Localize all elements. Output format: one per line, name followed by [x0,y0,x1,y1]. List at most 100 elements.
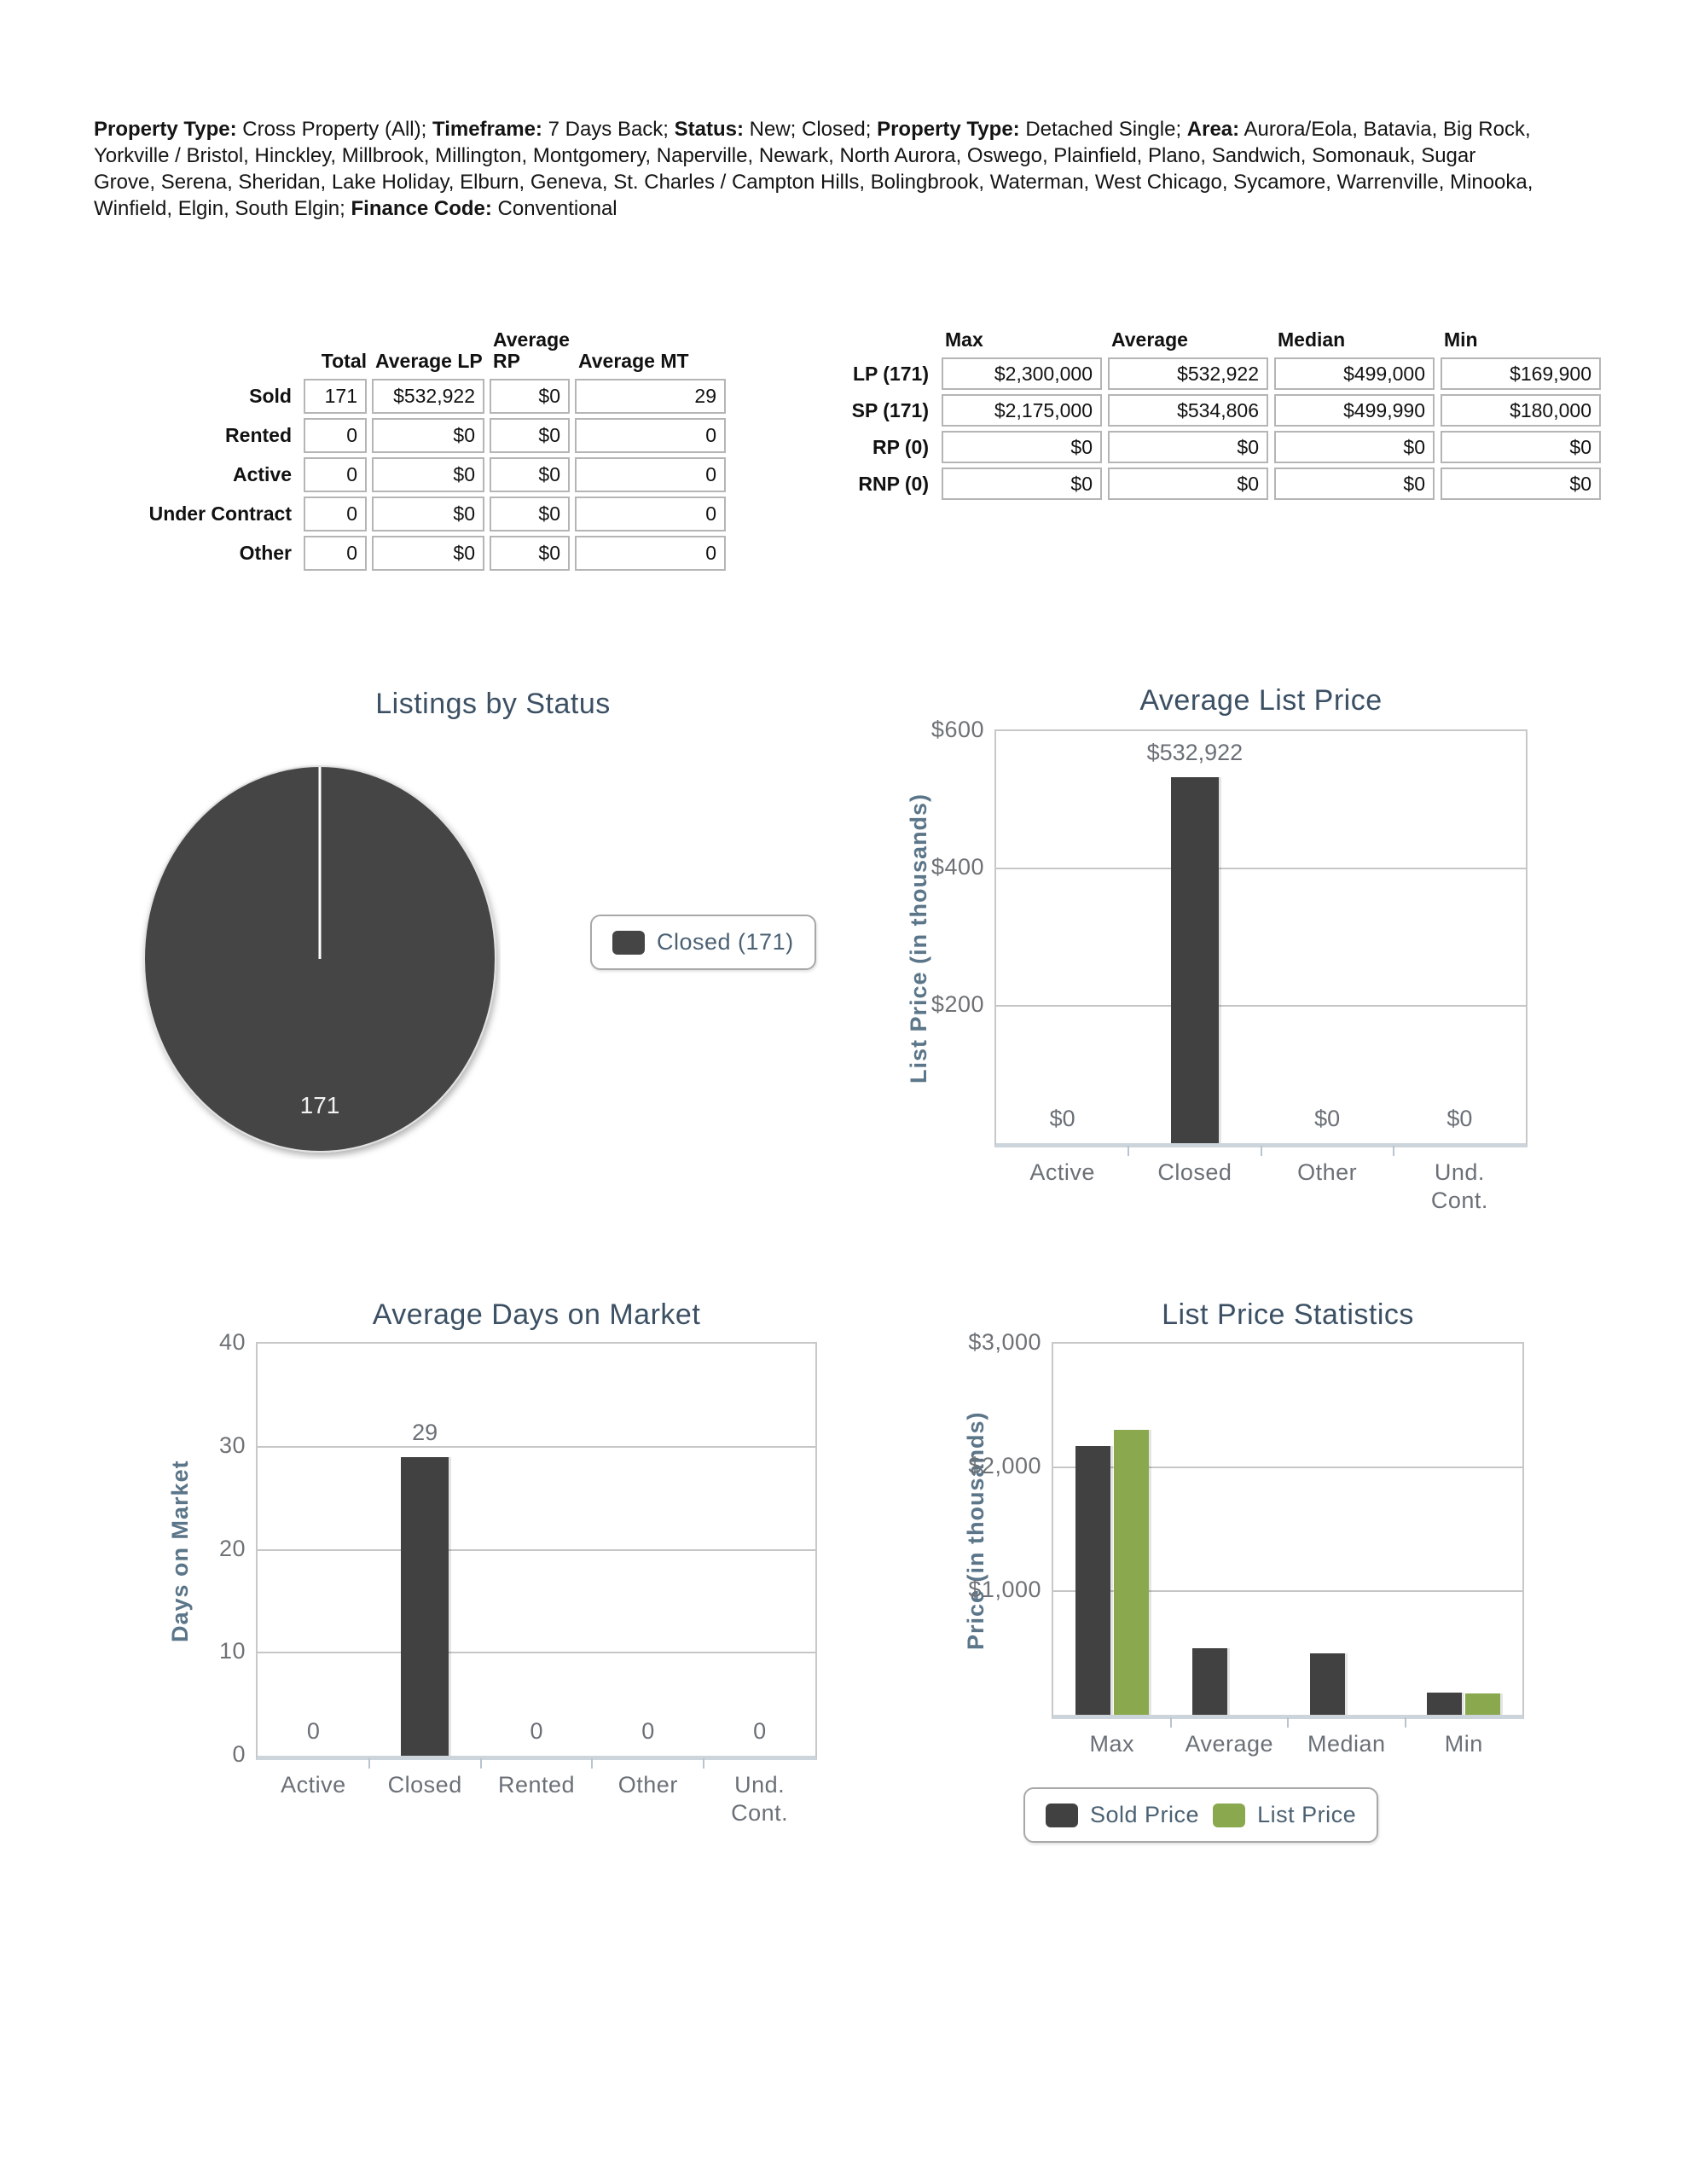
row-label: RNP (0) [858,473,929,495]
column-header: Average [1111,328,1188,351]
table-cell: 0 [304,497,367,531]
x-category-label: Median [1307,1731,1386,1757]
x-category-label: Min [1444,1731,1483,1757]
y-tick-label: $600 [930,717,984,742]
sold-price-swatch [1046,1803,1078,1827]
x-category-label: Active [281,1772,346,1798]
y-tick-label: 0 [232,1741,246,1767]
gridline [258,1548,815,1551]
bar-value-label: $0 [1314,1106,1341,1131]
y-tick-label: $2,000 [968,1453,1041,1478]
y-tick-label: 20 [218,1535,246,1561]
sold-price-bar [1427,1693,1463,1715]
y-tick-label: 30 [218,1432,246,1458]
table-cell: 0 [575,497,726,531]
table-cell: $0 [1108,431,1268,463]
table-cell: $0 [1274,431,1435,463]
x-axis-tick [1169,1717,1172,1728]
legend-entry: Sold Price [1046,1802,1199,1828]
table-cell: $0 [1274,468,1435,500]
column-header: Average RP [493,328,570,372]
criteria-field-label: Property Type: [877,118,1020,141]
column-header: Total [321,350,367,372]
row-label: SP (171) [851,399,929,421]
avg-dom-title: Average Days on Market [372,1298,701,1331]
bar-value-label: 0 [641,1718,655,1744]
table-cell: $0 [1108,468,1268,500]
sold-price-bar [1075,1446,1110,1715]
gridline [1053,1467,1522,1468]
x-category-label: Und. Cont. [1430,1159,1488,1213]
x-axis-tick [1287,1717,1289,1728]
x-axis-tick [1404,1717,1406,1728]
table-cell: $0 [942,468,1102,500]
table-cell: $0 [1441,431,1601,463]
table-corner-cell [94,372,299,375]
table-cell: $2,175,000 [942,394,1102,427]
list-price-stats-y-axis-label: Price (in thousands) [963,1411,988,1650]
y-tick-label: $400 [930,854,984,880]
table-cell: $532,922 [372,379,484,414]
gridline [996,868,1526,869]
column-header: Min [1444,328,1478,351]
criteria-field-label: Timeframe: [432,118,542,141]
column-header: Average MT [578,350,689,372]
table-cell: $0 [490,379,570,414]
criteria-field-value: New; Closed; [744,118,878,141]
closed-series-swatch [612,930,645,955]
gridline [258,1652,815,1654]
y-tick-label: 40 [218,1329,246,1355]
pie-slice-value-label: 171 [300,1092,340,1118]
table-cell: 0 [575,418,726,453]
criteria-field-label: Finance Code: [351,197,492,220]
criteria-field-value: Detached Single; [1019,118,1187,141]
row-label: RP (0) [872,436,929,458]
y-tick-label: 10 [218,1638,246,1664]
x-axis-tick [591,1758,594,1769]
table-cell: 171 [304,379,367,414]
criteria-field-label: Property Type: [94,118,237,141]
column-header: Median [1278,328,1346,351]
bar [1170,777,1219,1143]
table-cell: $0 [372,536,484,571]
bar-value-label: 0 [753,1718,767,1744]
list-price-swatch [1213,1803,1246,1827]
table-cell: 0 [304,418,367,453]
row-label: Other [239,542,292,564]
x-axis-tick [1128,1146,1130,1156]
x-axis-tick [1260,1146,1262,1156]
x-category-label: Rented [497,1772,576,1798]
y-tick-label: $200 [930,991,984,1017]
price-summary-table: Max Average Median Min LP (171) $2,300,000 $53… [823,329,1601,500]
legend-entry: List Price [1213,1802,1356,1828]
legend-label: Sold Price [1090,1802,1200,1827]
sold-price-bar [1309,1653,1345,1715]
table-cell: $169,900 [1441,357,1601,390]
row-label: Under Contract [148,502,292,525]
pie-chart-title: Listings by Status [375,688,611,720]
list-price-stats-title: List Price Statistics [1162,1298,1414,1331]
y-tick-label: $1,000 [968,1577,1041,1602]
table-cell: $0 [1441,468,1601,500]
gridline [258,1445,815,1448]
table-cell: $0 [490,418,570,453]
legend-entry: Closed (171) [612,929,794,956]
row-label: LP (171) [852,363,929,385]
x-category-label: Other [617,1772,678,1798]
row-label: Active [232,463,292,485]
criteria-field-value: 7 Days Back; [542,118,675,141]
table-cell: $534,806 [1108,394,1268,427]
bar-value-label: 0 [530,1718,543,1744]
row-label: Rented [225,424,292,446]
avg-list-price-title: Average List Price [1139,684,1383,717]
x-category-label: Max [1089,1731,1135,1757]
bar-value-label: $0 [1049,1106,1075,1131]
gridline [1053,1590,1522,1592]
criteria-field-label: Area: [1186,118,1240,141]
gridline [996,1005,1526,1007]
table-cell: 0 [304,457,367,492]
row-label: Sold [249,385,292,407]
legend-label: Closed (171) [657,929,794,955]
legend-label: List Price [1257,1802,1357,1827]
